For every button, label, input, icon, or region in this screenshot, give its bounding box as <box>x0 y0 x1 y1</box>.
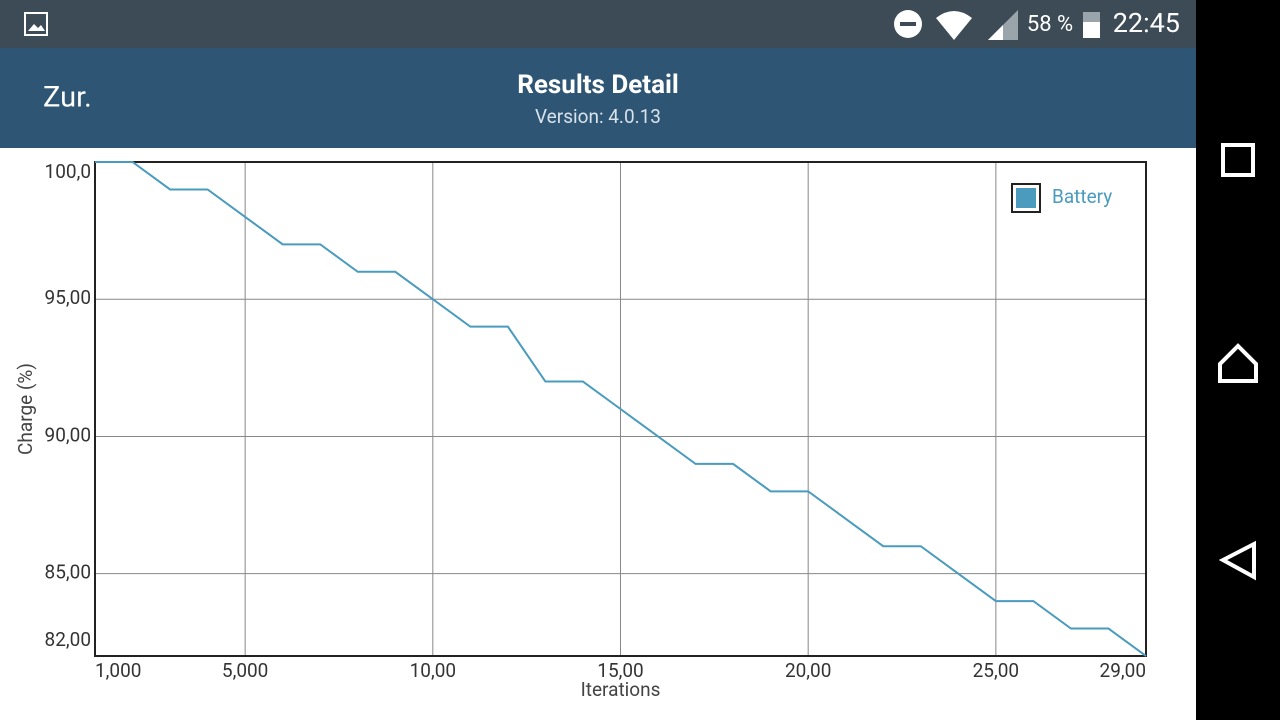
plot-border <box>94 161 1147 657</box>
dnd-bar <box>900 22 916 26</box>
header-subtitle: Version: 4.0.13 <box>535 105 661 128</box>
legend-swatch <box>1016 188 1036 208</box>
home-button[interactable] <box>1218 343 1258 383</box>
back-nav-button[interactable] <box>1218 540 1256 581</box>
y-tick-label: 82,00 <box>45 628 91 651</box>
y-tick-label: 90,00 <box>45 423 91 446</box>
battery-percent: 58 % <box>1027 12 1073 37</box>
nav-bar <box>1196 0 1280 720</box>
data-line <box>95 161 1147 657</box>
back-button[interactable]: Zur. <box>43 81 92 115</box>
x-tick-label: 25,00 <box>973 659 1019 682</box>
app-header <box>0 48 1196 148</box>
x-tick-label: 20,00 <box>785 659 831 682</box>
gallery-icon <box>24 12 48 36</box>
legend-label: Battery <box>1052 185 1112 208</box>
y-tick-label: 85,00 <box>45 561 91 584</box>
x-tick-label: 15,00 <box>597 659 643 682</box>
recents-button[interactable] <box>1221 143 1255 177</box>
x-tick-label: 1,000 <box>95 659 141 682</box>
signal-level <box>988 25 1003 40</box>
clock: 22:45 <box>1113 7 1180 39</box>
y-axis-title: Charge (%) <box>14 363 37 455</box>
x-tick-label: 5,000 <box>222 659 268 682</box>
header-title: Results Detail <box>517 70 679 100</box>
chart: 100,0 95,00 90,00 85,00 82,001,000 5,000 10,00… <box>14 160 1147 701</box>
x-axis-title: Iterations <box>581 678 661 701</box>
wifi-icon <box>936 11 972 40</box>
x-tick-label: 29,00 <box>1100 659 1146 682</box>
battery-level <box>1083 22 1100 38</box>
y-tick-label: 95,00 <box>45 286 91 309</box>
y-tick-label: 100,0 <box>45 160 91 183</box>
gallery-icon-shape <box>28 24 45 31</box>
x-tick-label: 10,00 <box>410 659 456 682</box>
